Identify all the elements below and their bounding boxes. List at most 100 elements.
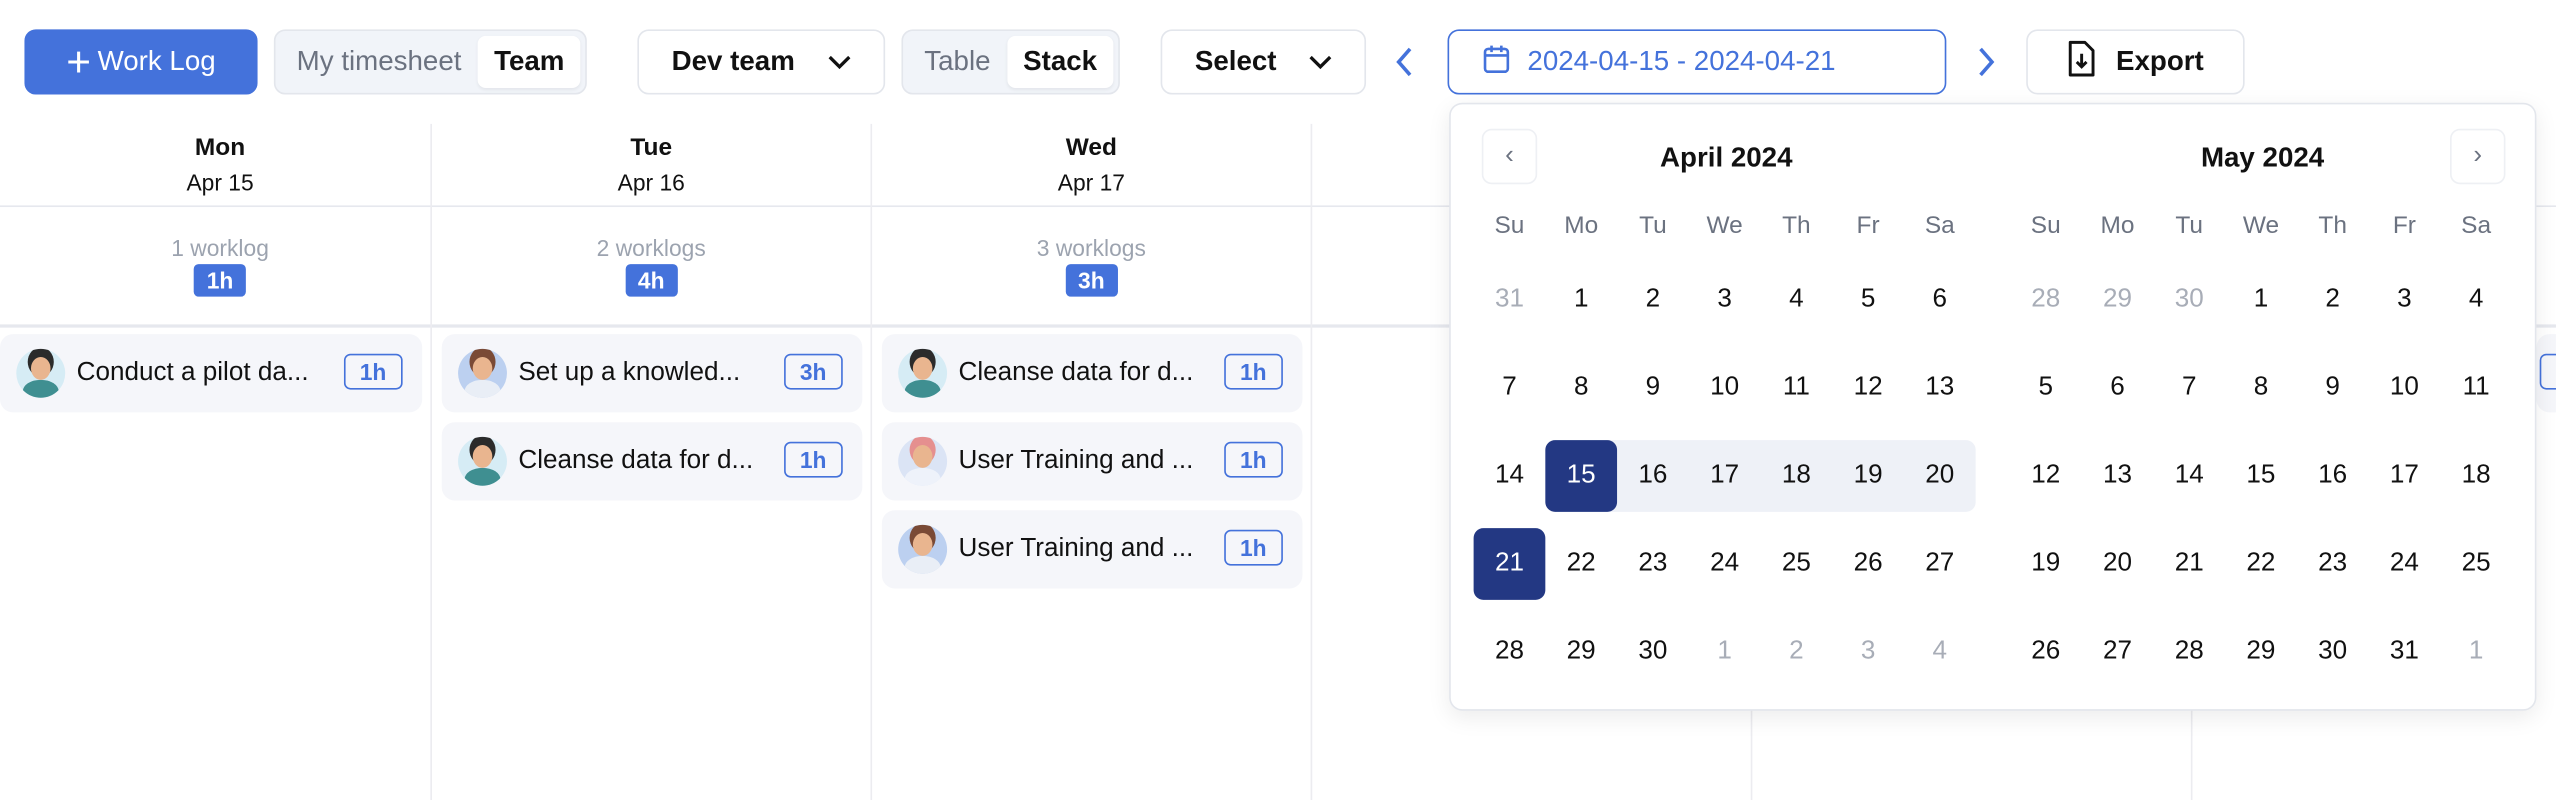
calendar-day[interactable]: 24 [1710,549,1740,578]
calendar-day[interactable]: 16 [1638,461,1668,490]
worklog-card[interactable]: Set up a knowled... 3h [441,334,863,413]
calendar-day[interactable]: 3 [1860,637,1876,666]
worklog-card[interactable]: User Training and ... 1h [881,510,1303,589]
calendar-day[interactable]: 2 [1789,637,1804,666]
date-range-input[interactable]: 2024-04-15 - 2024-04-21 [1447,29,1947,95]
calendar-day[interactable]: 10 [2389,373,2419,402]
prev-month-button[interactable]: ‹ [1481,128,1538,185]
calendar-day[interactable]: 10 [1710,373,1740,402]
export-button[interactable]: Export [2026,29,2245,95]
worklog-count: 2 worklogs [596,234,706,261]
calendar-day[interactable]: 26 [1853,549,1883,578]
worklog-card[interactable] [2536,334,2556,413]
month-title: May 2024 [2200,141,2325,173]
worklog-card[interactable]: Conduct a pilot da... 1h [0,334,423,413]
calendar-day[interactable]: 4 [1789,285,1804,313]
calendar-day[interactable]: 6 [2110,373,2125,402]
calendar-day[interactable]: 23 [1638,549,1668,578]
calendar-day[interactable]: 1 [1573,285,1589,313]
add-worklog-button[interactable]: + Work Log [24,29,258,95]
prev-week-button[interactable] [1394,46,1417,87]
select-dropdown[interactable]: Select [1160,29,1367,95]
worklog-card[interactable]: Cleanse data for d... 1h [881,334,1303,413]
calendar-day[interactable]: 30 [2174,285,2204,313]
calendar-day[interactable]: 8 [1573,373,1589,402]
calendar-day[interactable]: 29 [1566,637,1596,666]
weekday-label: Su [1494,211,1525,240]
calendar-day[interactable]: 3 [2397,285,2412,313]
calendar-day[interactable]: 22 [1566,549,1596,578]
weekday-label: Tu [1639,211,1667,240]
calendar-day[interactable]: 29 [2102,285,2132,313]
calendar-day[interactable]: 12 [2031,461,2061,490]
calendar-day[interactable]: 13 [1925,373,1955,402]
calendar-day[interactable]: 6 [1932,285,1948,313]
worklog-card[interactable]: User Training and ... 1h [881,422,1303,501]
calendar-day[interactable]: 19 [1853,461,1883,490]
calendar-day[interactable]: 5 [1860,285,1876,313]
calendar-day[interactable]: 28 [2031,285,2061,313]
calendar-day[interactable]: 19 [2031,549,2061,578]
team-select[interactable]: Dev team [637,29,886,95]
date-range-value: 2024-04-15 - 2024-04-21 [1527,45,1836,77]
calendar-day[interactable]: 14 [2174,461,2204,490]
calendar-day[interactable]: 1 [1717,637,1732,666]
next-month-button[interactable]: › [2450,128,2506,185]
calendar-day[interactable]: 18 [2461,461,2491,490]
calendar-day[interactable]: 1 [2468,637,2484,666]
calendar-day[interactable]: 2 [2325,285,2340,313]
calendar-day[interactable]: 23 [2318,549,2348,578]
next-week-button[interactable] [1974,46,1997,87]
calendar-day[interactable]: 24 [2389,549,2419,578]
calendar-day[interactable]: 26 [2031,637,2061,666]
calendar-day[interactable]: 14 [1494,461,1524,490]
calendar-day[interactable]: 27 [2102,637,2132,666]
calendar-day[interactable]: 13 [2102,461,2132,490]
calendar-day[interactable]: 21 [2174,549,2204,578]
calendar-day[interactable]: 5 [2038,373,2054,402]
calendar-day[interactable]: 11 [2462,373,2490,402]
calendar-day[interactable]: 20 [2102,549,2132,578]
calendar-day[interactable]: 31 [1494,285,1524,313]
calendar-day[interactable]: 28 [1494,637,1524,666]
calendar-day[interactable]: 17 [1710,461,1740,490]
calendar-day[interactable]: 9 [1645,373,1661,402]
calendar-day[interactable]: 20 [1925,461,1955,490]
calendar-day[interactable]: 16 [2318,461,2348,490]
calendar-day[interactable]: 25 [1781,549,1811,578]
tab-table[interactable]: Table [924,45,991,77]
calendar-day[interactable]: 7 [2181,373,2197,402]
calendar-day[interactable]: 22 [2246,549,2276,578]
calendar-day[interactable]: 30 [1638,637,1668,666]
worklog-card[interactable]: Cleanse data for d... 1h [441,422,863,501]
calendar-day[interactable]: 27 [1925,549,1955,578]
calendar-day[interactable]: 15 [2246,461,2276,490]
calendar-day[interactable]: 17 [2389,461,2419,490]
calendar-day[interactable]: 21 [1473,528,1546,600]
calendar-day[interactable]: 3 [1717,285,1732,313]
calendar-day[interactable]: 9 [2325,373,2340,402]
calendar-day[interactable]: 12 [1853,373,1883,402]
calendar-icon [1482,42,1511,83]
tab-team[interactable]: Team [477,35,581,89]
tab-my-timesheet[interactable]: My timesheet [296,45,462,77]
tab-stack[interactable]: Stack [1006,35,1114,89]
calendar-day[interactable]: 2 [1645,285,1661,313]
calendar-day[interactable]: 15 [1545,440,1618,512]
calendar-day[interactable]: 31 [2389,637,2419,666]
calendar-day[interactable]: 30 [2318,637,2348,666]
calendar-day[interactable]: 1 [2253,285,2269,313]
weekday-label: Mo [1564,211,1599,240]
worklog-title: Cleanse data for d... [958,358,1194,387]
calendar-day[interactable]: 29 [2246,637,2276,666]
calendar-day[interactable]: 28 [2174,637,2204,666]
calendar-day[interactable]: 18 [1781,461,1811,490]
day-total-badge: 1h [193,264,247,297]
calendar-day[interactable]: 7 [1502,373,1517,402]
calendar-day[interactable]: 11 [1782,373,1810,402]
calendar-day[interactable]: 4 [2468,285,2484,313]
calendar-day[interactable]: 8 [2253,373,2269,402]
calendar-day[interactable]: 25 [2461,549,2491,578]
calendar-day[interactable]: 4 [1932,637,1948,666]
